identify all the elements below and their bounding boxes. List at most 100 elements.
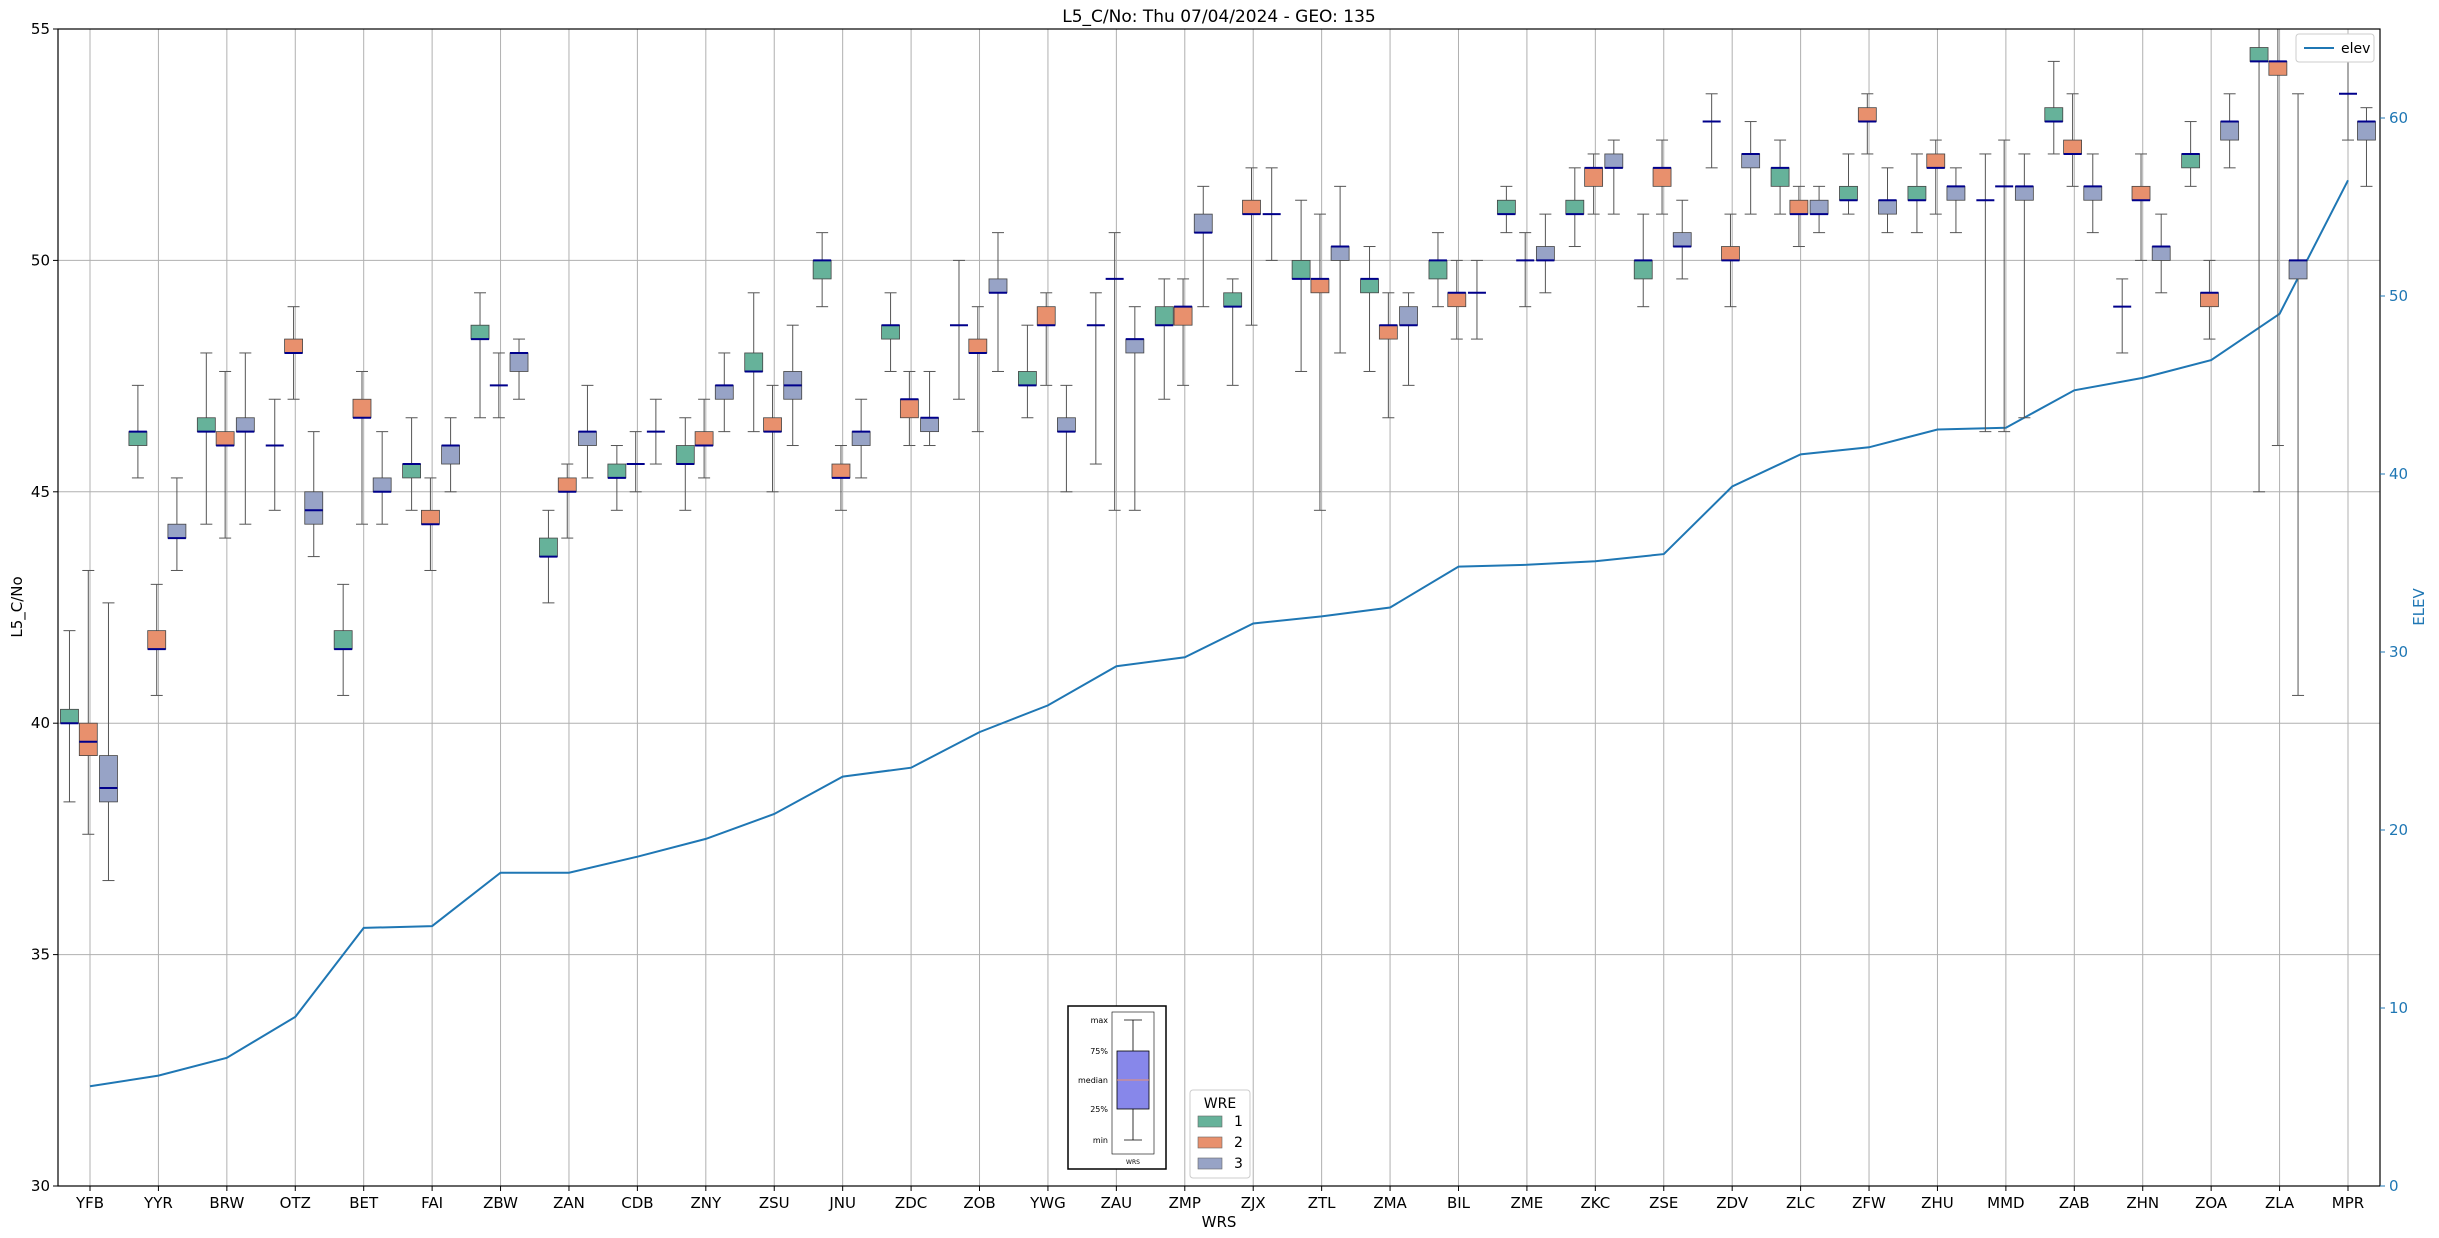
x-tick-label: ZMA [1373, 1194, 1407, 1212]
box-group [1262, 167, 1281, 261]
box-group [1652, 139, 1672, 215]
x-tick-label: ZAN [553, 1194, 585, 1212]
box-group [1291, 199, 1311, 372]
x-tick-label: ZSE [1649, 1194, 1678, 1212]
box-group [899, 370, 919, 447]
box-group [763, 384, 782, 493]
iqr-box [1857, 107, 1877, 122]
box-group [1976, 153, 1995, 433]
iqr-box [2131, 185, 2151, 201]
box-group [1360, 246, 1379, 372]
box-group [402, 417, 421, 511]
iqr-box [1496, 199, 1516, 215]
iqr-box [1839, 185, 1858, 201]
box-group [1057, 384, 1076, 493]
box-group [744, 292, 764, 433]
y2-tick-label: 30 [2389, 643, 2408, 661]
iqr-box [1789, 199, 1809, 215]
iqr-box [196, 417, 216, 433]
box-group [441, 417, 460, 493]
box-group [489, 352, 508, 419]
y-axis-label: L5_C/No [8, 576, 27, 637]
box-group [1086, 292, 1105, 465]
wre-legend-swatch [1197, 1136, 1223, 1149]
iqr-box [421, 509, 440, 525]
box-group [2113, 278, 2132, 354]
iqr-box [1604, 153, 1624, 169]
inset-xlabel: WRS [1126, 1159, 1140, 1166]
x-tick-label: ZLA [2265, 1194, 2295, 1212]
box-group [1173, 278, 1193, 386]
inset-label-median: median [1078, 1076, 1108, 1085]
box-group [1193, 185, 1213, 308]
x-axis-label: WRS [1202, 1213, 1237, 1231]
iqr-box [1770, 167, 1790, 187]
x-tick-label: JNU [828, 1194, 856, 1212]
box-group [1428, 232, 1448, 308]
box-group [470, 292, 490, 419]
iqr-box [1310, 278, 1330, 294]
box-group [1330, 185, 1350, 354]
x-tick-label: MPR [2332, 1194, 2364, 1212]
plot-frame [57, 28, 2381, 1187]
iqr-box [2200, 292, 2219, 308]
iqr-box [1291, 259, 1311, 280]
box-group [333, 583, 353, 696]
iqr-box [2249, 47, 2269, 62]
x-tick-label: ZJX [1241, 1194, 1266, 1212]
iqr-box [470, 324, 490, 340]
box-group [1018, 324, 1037, 419]
inset-label-q3: 75% [1090, 1047, 1108, 1056]
iqr-box [1154, 306, 1174, 326]
x-tick-label: BIL [1447, 1194, 1471, 1212]
box-group [1036, 292, 1056, 386]
iqr-box [2220, 121, 2240, 141]
box-group [1946, 167, 1966, 234]
iqr-box [539, 537, 558, 557]
box-group [881, 292, 900, 372]
iqr-box [304, 491, 324, 525]
iqr-box [352, 398, 372, 419]
x-tick-label: YFB [75, 1194, 104, 1212]
x-tick-label: BRW [209, 1194, 244, 1212]
box-group [831, 445, 851, 511]
box-group [1105, 232, 1124, 511]
box-group [1789, 185, 1809, 248]
iqr-box [968, 338, 988, 354]
box-group [783, 324, 803, 447]
iqr-box [333, 630, 353, 650]
x-tick-label: ZFW [1852, 1194, 1886, 1212]
inset-label-q1: 25% [1090, 1105, 1108, 1114]
box-group [2131, 153, 2151, 261]
iqr-box [1428, 259, 1448, 280]
box-group [1447, 259, 1467, 340]
iqr-box [1926, 153, 1946, 169]
iqr-box [2357, 121, 2376, 141]
y2-tick-label: 50 [2389, 287, 2408, 305]
box-group [196, 352, 216, 525]
box-group [1633, 213, 1653, 308]
box-group [539, 509, 558, 604]
y2-tick-label: 60 [2389, 109, 2408, 127]
wre-legend-swatch [1197, 1157, 1223, 1170]
iqr-box [763, 417, 782, 433]
iqr-box [128, 431, 148, 446]
chart-title: L5_C/No: Thu 07/04/2024 - GEO: 135 [1062, 7, 1375, 27]
x-tick-label: ZMP [1169, 1194, 1201, 1212]
iqr-box [1399, 306, 1418, 326]
iqr-box [694, 431, 714, 446]
iqr-box [60, 708, 79, 724]
iqr-box [714, 384, 734, 400]
iqr-box [2151, 246, 2171, 261]
iqr-box [607, 463, 627, 479]
box-group [1926, 139, 1946, 215]
x-tick-label: ZNY [690, 1194, 721, 1212]
x-tick-label: ZDC [895, 1194, 927, 1212]
y-tick-label: 45 [31, 483, 50, 501]
box-group [1721, 213, 1740, 308]
box-group [2044, 60, 2064, 155]
iqr-box [920, 417, 939, 433]
iqr-box [1907, 185, 1927, 201]
iqr-box [1946, 185, 1966, 201]
